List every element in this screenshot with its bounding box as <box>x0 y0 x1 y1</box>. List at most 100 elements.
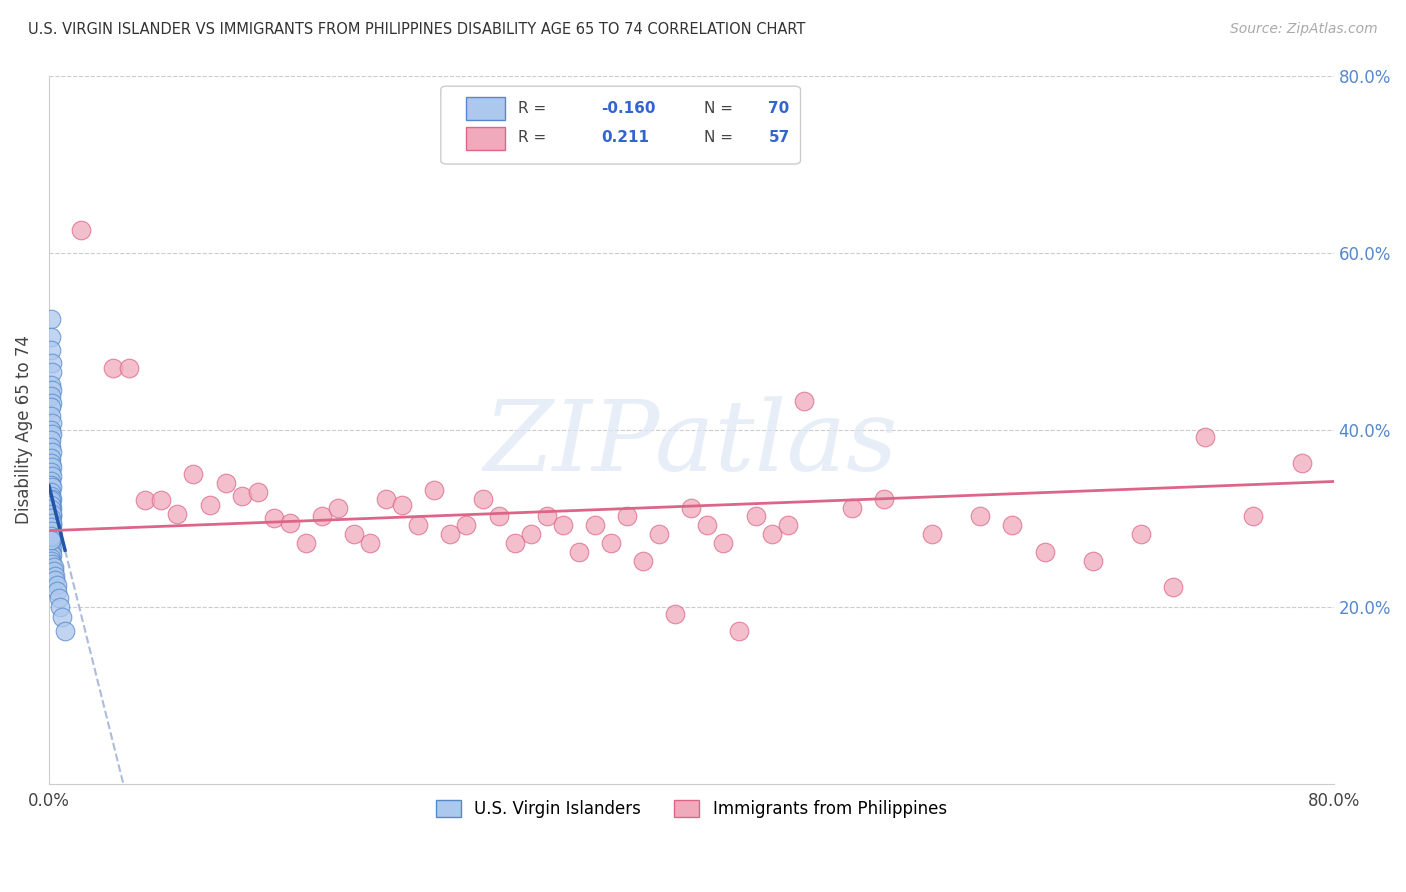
Point <box>600 536 623 550</box>
Point <box>616 509 638 524</box>
Point <box>39 545 62 559</box>
Point <box>1033 545 1056 559</box>
Point <box>39 540 62 554</box>
Point <box>39 507 62 521</box>
Point <box>359 536 381 550</box>
Point <box>41 527 63 541</box>
Point <box>41 516 63 530</box>
Point <box>263 511 285 525</box>
Point <box>41 480 63 494</box>
Point <box>761 527 783 541</box>
Point <box>456 518 478 533</box>
Point <box>39 498 62 512</box>
Point <box>41 542 63 557</box>
Point <box>39 450 62 465</box>
Point <box>39 312 62 326</box>
Point <box>39 493 62 508</box>
Bar <box>467 96 505 120</box>
Point <box>41 365 63 379</box>
Point <box>39 498 62 512</box>
Point <box>44 573 66 587</box>
Point <box>39 477 62 491</box>
Point <box>681 500 703 515</box>
Point <box>53 624 76 639</box>
Point <box>134 493 156 508</box>
Point <box>44 568 66 582</box>
Point <box>648 527 671 541</box>
Point <box>776 518 799 533</box>
Point <box>39 409 62 424</box>
Text: 70: 70 <box>769 101 790 116</box>
Point <box>503 536 526 550</box>
Point <box>39 389 62 403</box>
Point <box>41 396 63 410</box>
Point <box>39 522 62 536</box>
Point <box>423 483 446 497</box>
Text: N =: N = <box>704 130 738 145</box>
Point <box>39 513 62 527</box>
Point <box>166 507 188 521</box>
Text: 57: 57 <box>769 130 790 145</box>
Point <box>39 440 62 454</box>
Point <box>536 509 558 524</box>
Point <box>841 500 863 515</box>
Point <box>103 360 125 375</box>
Point <box>41 533 63 548</box>
Point <box>39 465 62 479</box>
Point <box>46 577 69 591</box>
Point <box>41 524 63 539</box>
Point <box>728 624 751 639</box>
Point <box>439 527 461 541</box>
Text: 0.211: 0.211 <box>602 130 650 145</box>
Point <box>375 491 398 506</box>
FancyBboxPatch shape <box>441 87 800 164</box>
Point <box>793 394 815 409</box>
Text: -0.160: -0.160 <box>602 101 655 116</box>
Point <box>1194 430 1216 444</box>
Point <box>39 378 62 392</box>
Point <box>41 468 63 483</box>
Point <box>41 444 63 458</box>
Point <box>39 524 62 539</box>
Legend: U.S. Virgin Islanders, Immigrants from Philippines: U.S. Virgin Islanders, Immigrants from P… <box>429 794 953 825</box>
Point <box>519 527 541 541</box>
Point <box>1161 580 1184 594</box>
Point <box>969 509 991 524</box>
Point <box>39 495 62 509</box>
Point <box>150 493 173 508</box>
Point <box>49 599 72 614</box>
Point <box>39 529 62 543</box>
Point <box>39 502 62 516</box>
Point <box>39 484 62 499</box>
Point <box>39 504 62 518</box>
Point <box>41 500 63 515</box>
Point <box>1001 518 1024 533</box>
Point <box>42 559 65 574</box>
Point <box>744 509 766 524</box>
Point <box>39 516 62 530</box>
Point <box>488 509 510 524</box>
Y-axis label: Disability Age 65 to 74: Disability Age 65 to 74 <box>15 335 32 524</box>
Point <box>42 564 65 578</box>
Point <box>391 498 413 512</box>
Text: R =: R = <box>517 130 551 145</box>
Point <box>41 459 63 474</box>
Point <box>39 456 62 470</box>
Point <box>41 383 63 397</box>
Point <box>39 511 62 525</box>
Point <box>39 343 62 357</box>
Point <box>39 423 62 437</box>
Point <box>343 527 366 541</box>
Point <box>41 416 63 430</box>
Point <box>568 545 591 559</box>
Point <box>39 489 62 503</box>
Point <box>1241 509 1264 524</box>
Point <box>1129 527 1152 541</box>
Point <box>39 434 62 448</box>
Text: U.S. VIRGIN ISLANDER VS IMMIGRANTS FROM PHILIPPINES DISABILITY AGE 65 TO 74 CORR: U.S. VIRGIN ISLANDER VS IMMIGRANTS FROM … <box>28 22 806 37</box>
Point <box>326 500 349 515</box>
Point <box>41 518 63 533</box>
Text: N =: N = <box>704 101 738 116</box>
Point <box>1081 554 1104 568</box>
Point <box>39 329 62 343</box>
